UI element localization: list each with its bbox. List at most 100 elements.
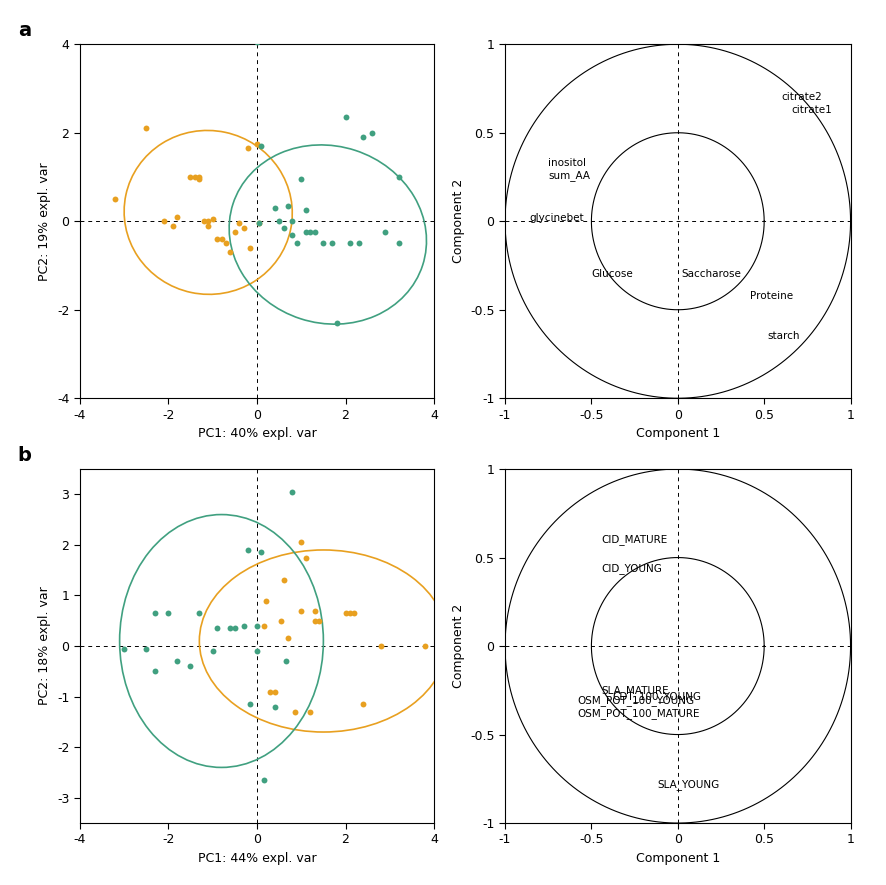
Point [294, 172, 308, 186]
Point [307, 225, 322, 239]
Text: b: b [18, 446, 32, 465]
Point [259, 594, 273, 608]
Point [206, 212, 220, 226]
Point [108, 192, 122, 206]
Point [299, 550, 313, 565]
Point [330, 316, 344, 330]
Text: a: a [18, 21, 31, 40]
Point [237, 220, 251, 235]
Point [139, 121, 153, 135]
Point [418, 639, 432, 653]
Point [356, 130, 370, 144]
Point [303, 225, 317, 239]
Text: OSM_POT_100_MATURE: OSM_POT_100_MATURE [578, 708, 700, 719]
Text: SLA_YOUNG: SLA_YOUNG [657, 779, 719, 789]
Point [210, 232, 224, 246]
Point [252, 216, 266, 230]
Point [347, 606, 361, 620]
Point [281, 631, 295, 645]
Point [254, 545, 268, 559]
Point [352, 236, 366, 250]
Point [201, 214, 215, 228]
Point [148, 606, 162, 620]
Point [316, 236, 330, 250]
Point [219, 236, 233, 250]
Point [276, 573, 291, 588]
Point [278, 654, 292, 668]
Text: glycinebet: glycinebet [529, 212, 584, 223]
Point [214, 232, 229, 246]
Point [338, 110, 353, 124]
Y-axis label: Component 2: Component 2 [452, 604, 464, 689]
Point [272, 214, 286, 228]
Point [285, 485, 299, 499]
Point [303, 704, 317, 719]
Point [263, 684, 277, 698]
Point [241, 141, 255, 155]
Point [166, 219, 180, 233]
Point [281, 198, 295, 212]
Point [312, 613, 326, 627]
Text: starch: starch [767, 331, 800, 342]
Text: Saccharose: Saccharose [681, 269, 741, 280]
Point [139, 642, 153, 656]
Point [285, 227, 299, 242]
Point [250, 619, 264, 633]
Point [148, 665, 162, 679]
Point [374, 639, 388, 653]
Point [256, 773, 270, 787]
Point [392, 170, 406, 184]
Point [307, 604, 322, 618]
Text: CID_YOUNG: CID_YOUNG [602, 563, 663, 573]
Point [307, 613, 322, 627]
Y-axis label: PC2: 18% expl. var: PC2: 18% expl. var [38, 587, 51, 705]
Point [228, 621, 242, 635]
Text: SLA_MATURE: SLA_MATURE [602, 685, 670, 696]
Point [192, 170, 206, 184]
Point [232, 216, 246, 230]
X-axis label: PC1: 44% expl. var: PC1: 44% expl. var [198, 852, 316, 865]
Point [157, 214, 171, 228]
Point [210, 621, 224, 635]
Point [237, 619, 251, 633]
Point [256, 619, 270, 633]
Point [223, 245, 237, 259]
Point [268, 700, 282, 714]
Text: CID_MATURE: CID_MATURE [602, 535, 668, 545]
Point [161, 606, 175, 620]
Point [290, 236, 304, 250]
Point [343, 606, 357, 620]
Text: Proteine: Proteine [750, 290, 794, 301]
Point [192, 606, 206, 620]
Text: citrate1: citrate1 [792, 104, 833, 115]
Point [338, 606, 353, 620]
Y-axis label: Component 2: Component 2 [452, 179, 464, 264]
Point [201, 219, 215, 233]
Point [343, 236, 357, 250]
Point [299, 225, 313, 239]
Point [197, 214, 211, 228]
Text: Glucose: Glucose [591, 269, 633, 280]
Point [299, 203, 313, 217]
Point [192, 172, 206, 186]
Point [250, 644, 264, 658]
Point [294, 604, 308, 618]
Point [254, 139, 268, 153]
Point [285, 214, 299, 228]
Point [365, 126, 379, 140]
Point [325, 236, 339, 250]
Point [243, 241, 257, 255]
Point [294, 535, 308, 550]
Point [241, 543, 255, 557]
Point [378, 225, 392, 239]
Text: inositol: inositol [548, 158, 587, 168]
Point [183, 659, 198, 673]
Point [268, 201, 282, 215]
Point [392, 236, 406, 250]
Point [170, 654, 184, 668]
Point [356, 697, 370, 712]
Point [252, 216, 266, 230]
X-axis label: Component 1: Component 1 [635, 852, 720, 865]
X-axis label: PC1: 40% expl. var: PC1: 40% expl. var [198, 427, 316, 440]
Text: CDT_100_YOUNG: CDT_100_YOUNG [612, 691, 701, 702]
